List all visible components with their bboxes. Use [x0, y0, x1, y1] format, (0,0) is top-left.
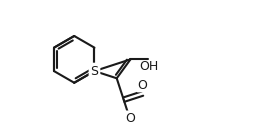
Text: OH: OH: [139, 60, 158, 73]
Text: S: S: [90, 65, 99, 78]
Text: O: O: [138, 79, 147, 92]
Text: O: O: [125, 112, 135, 124]
